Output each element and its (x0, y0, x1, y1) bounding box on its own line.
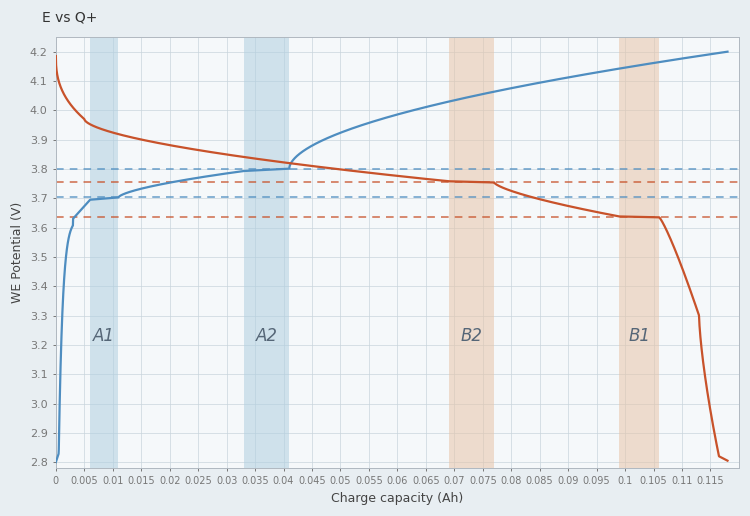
Bar (448, 37, 494, 468)
Text: B2: B2 (460, 327, 482, 345)
X-axis label: Charge capacity (Ah): Charge capacity (Ah) (332, 492, 464, 505)
Y-axis label: WE Potential (V): WE Potential (V) (11, 202, 24, 303)
Text: A1: A1 (93, 327, 116, 345)
Bar (244, 37, 290, 468)
Text: E vs Q+: E vs Q+ (42, 10, 98, 24)
Text: B1: B1 (628, 327, 650, 345)
Bar (620, 37, 659, 468)
Text: A2: A2 (256, 327, 278, 345)
Bar (90, 37, 118, 468)
